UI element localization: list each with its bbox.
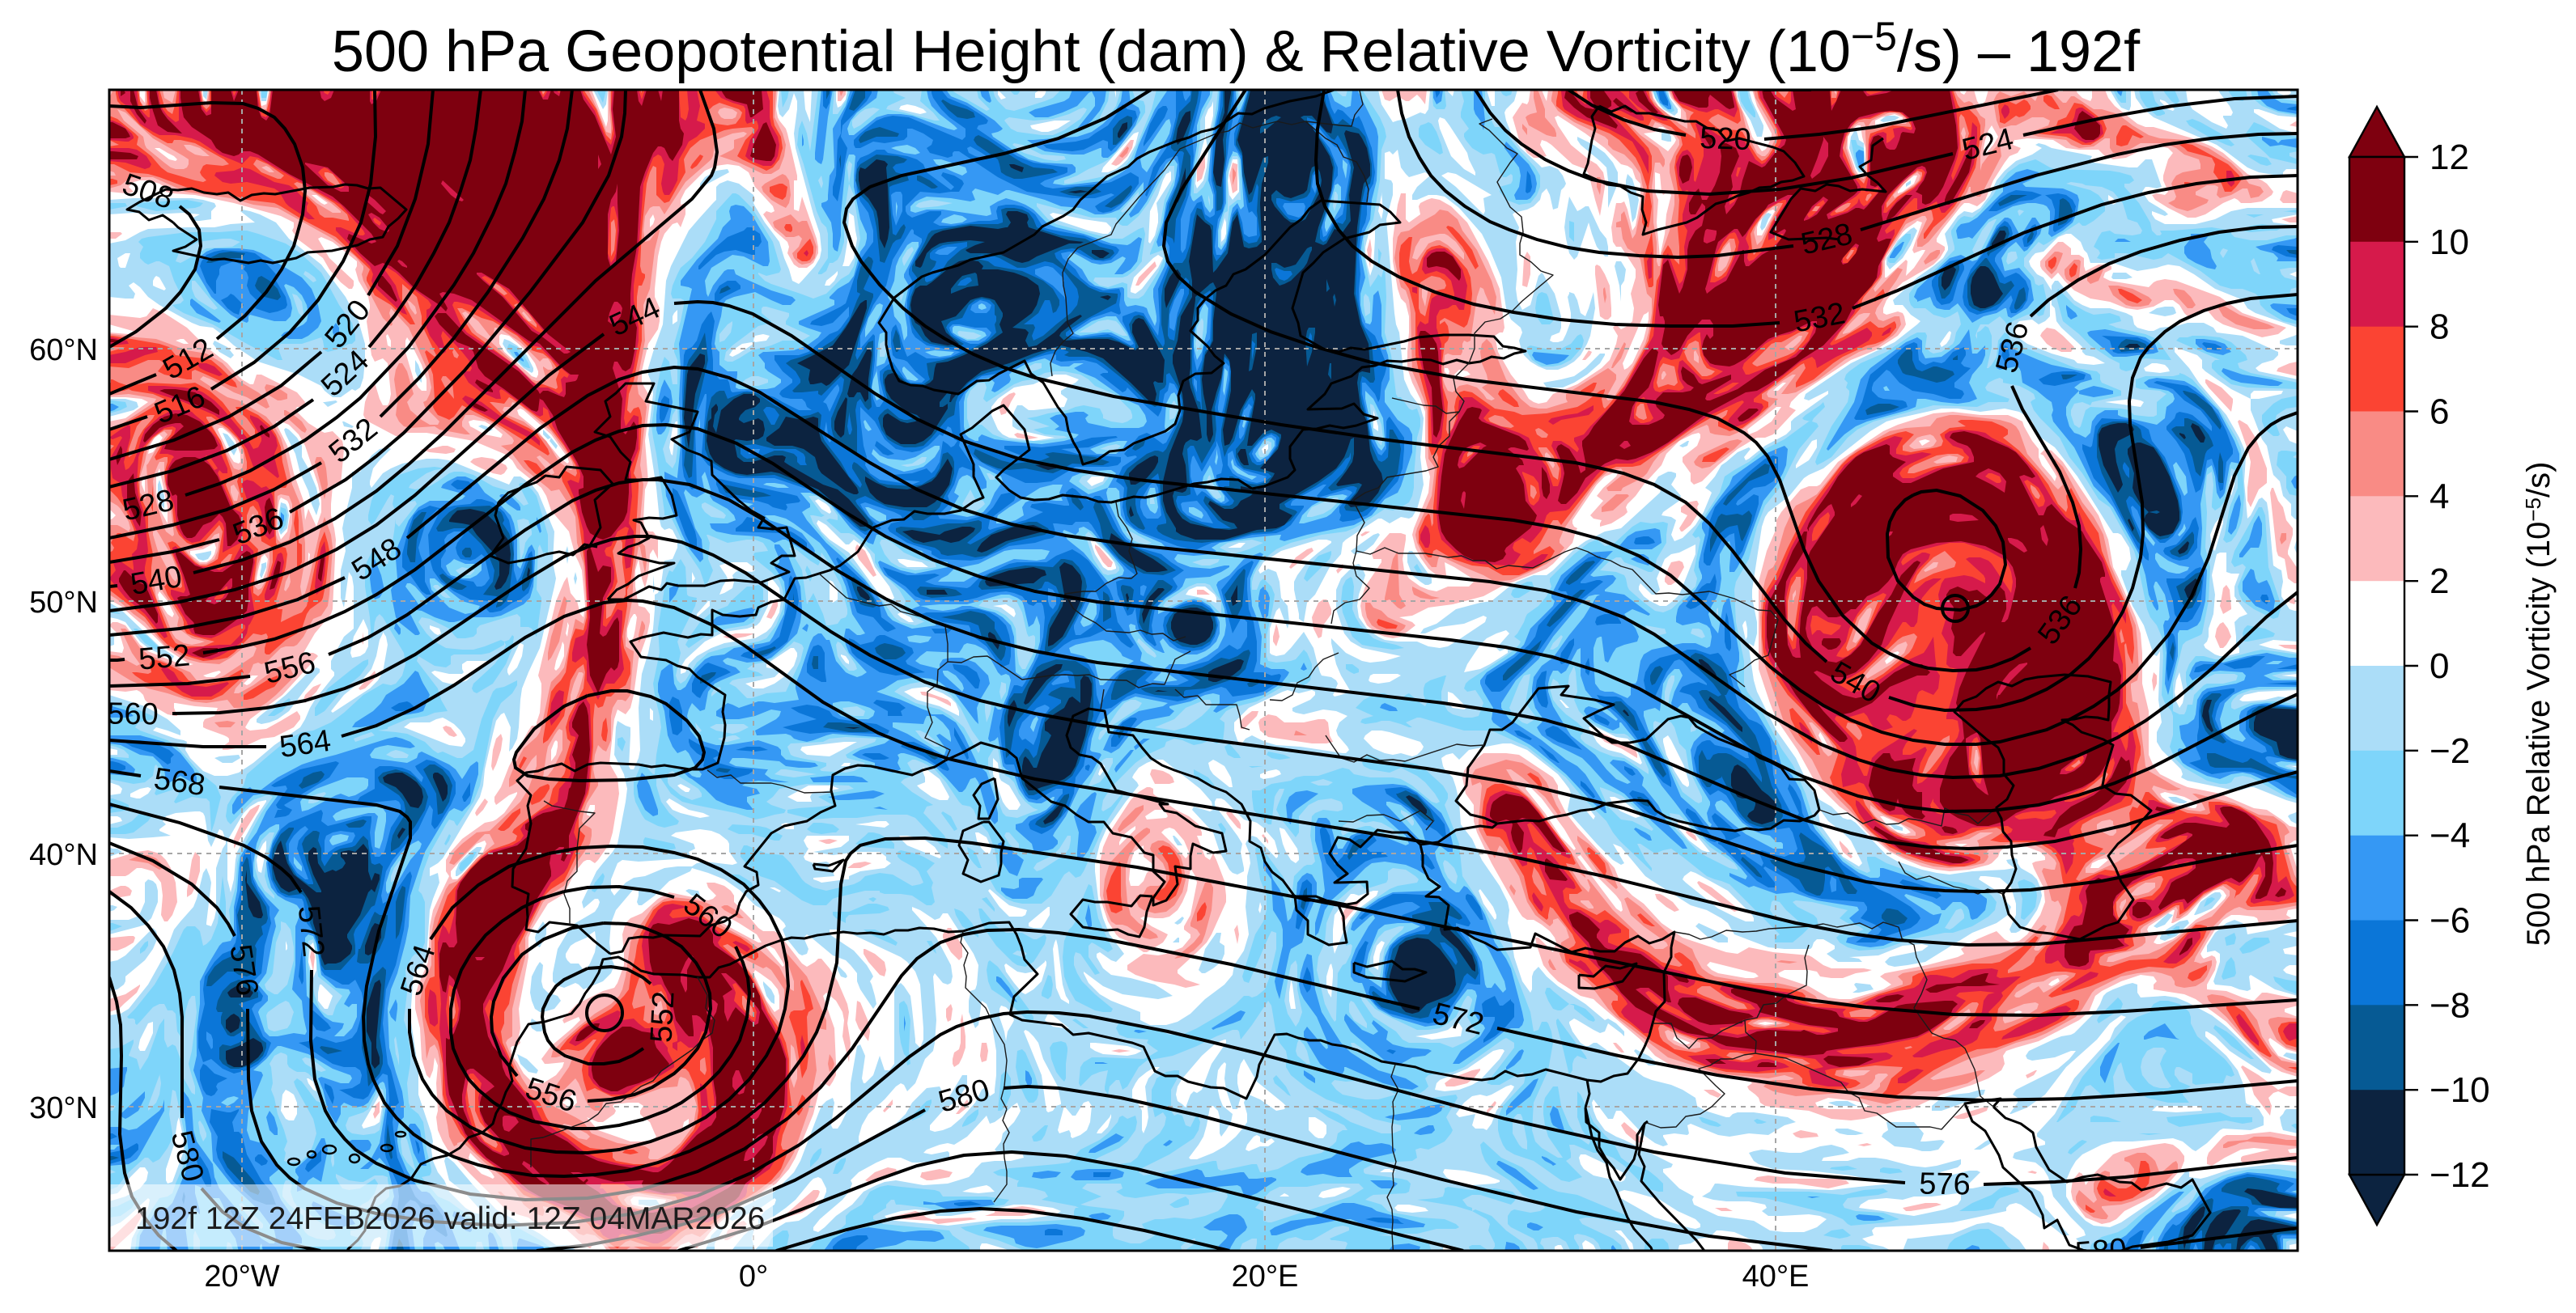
svg-text:20°W: 20°W <box>204 1260 279 1294</box>
svg-text:−2: −2 <box>2430 731 2470 771</box>
svg-text:564: 564 <box>278 724 333 765</box>
svg-text:40°N: 40°N <box>29 838 98 872</box>
svg-text:560: 560 <box>107 697 159 731</box>
svg-text:4: 4 <box>2430 476 2449 516</box>
svg-text:2: 2 <box>2430 561 2449 601</box>
svg-text:192f 12Z 24FEB2026 valid: 12Z: 192f 12Z 24FEB2026 valid: 12Z 04MAR2026 <box>135 1201 765 1236</box>
svg-text:500 hPa Relative Vorticity (10: 500 hPa Relative Vorticity (10−5/s) <box>2521 462 2557 947</box>
svg-text:576: 576 <box>1919 1167 1971 1201</box>
svg-text:552: 552 <box>138 638 192 676</box>
svg-text:520: 520 <box>1700 121 1752 157</box>
svg-text:10: 10 <box>2430 222 2469 262</box>
svg-text:0: 0 <box>2430 646 2449 686</box>
svg-text:−8: −8 <box>2430 985 2470 1025</box>
svg-text:580: 580 <box>2074 1232 2128 1270</box>
svg-text:60°N: 60°N <box>29 333 98 367</box>
svg-text:552: 552 <box>644 990 681 1044</box>
svg-text:500 hPa Geopotential Height (d: 500 hPa Geopotential Height (dam) & Rela… <box>332 14 2141 84</box>
svg-text:40°E: 40°E <box>1742 1260 1810 1294</box>
svg-text:12: 12 <box>2430 138 2469 177</box>
svg-text:576: 576 <box>223 942 264 998</box>
svg-text:20°E: 20°E <box>1232 1260 1299 1294</box>
svg-text:−10: −10 <box>2430 1070 2490 1110</box>
svg-text:−4: −4 <box>2430 816 2470 856</box>
svg-text:8: 8 <box>2430 307 2449 347</box>
svg-text:568: 568 <box>152 762 208 803</box>
svg-text:−6: −6 <box>2430 901 2470 941</box>
svg-text:30°N: 30°N <box>29 1091 98 1125</box>
svg-text:50°N: 50°N <box>29 586 98 620</box>
svg-text:0°: 0° <box>739 1260 768 1294</box>
svg-text:572: 572 <box>291 904 330 958</box>
svg-text:6: 6 <box>2430 392 2449 432</box>
svg-text:−12: −12 <box>2430 1155 2490 1195</box>
